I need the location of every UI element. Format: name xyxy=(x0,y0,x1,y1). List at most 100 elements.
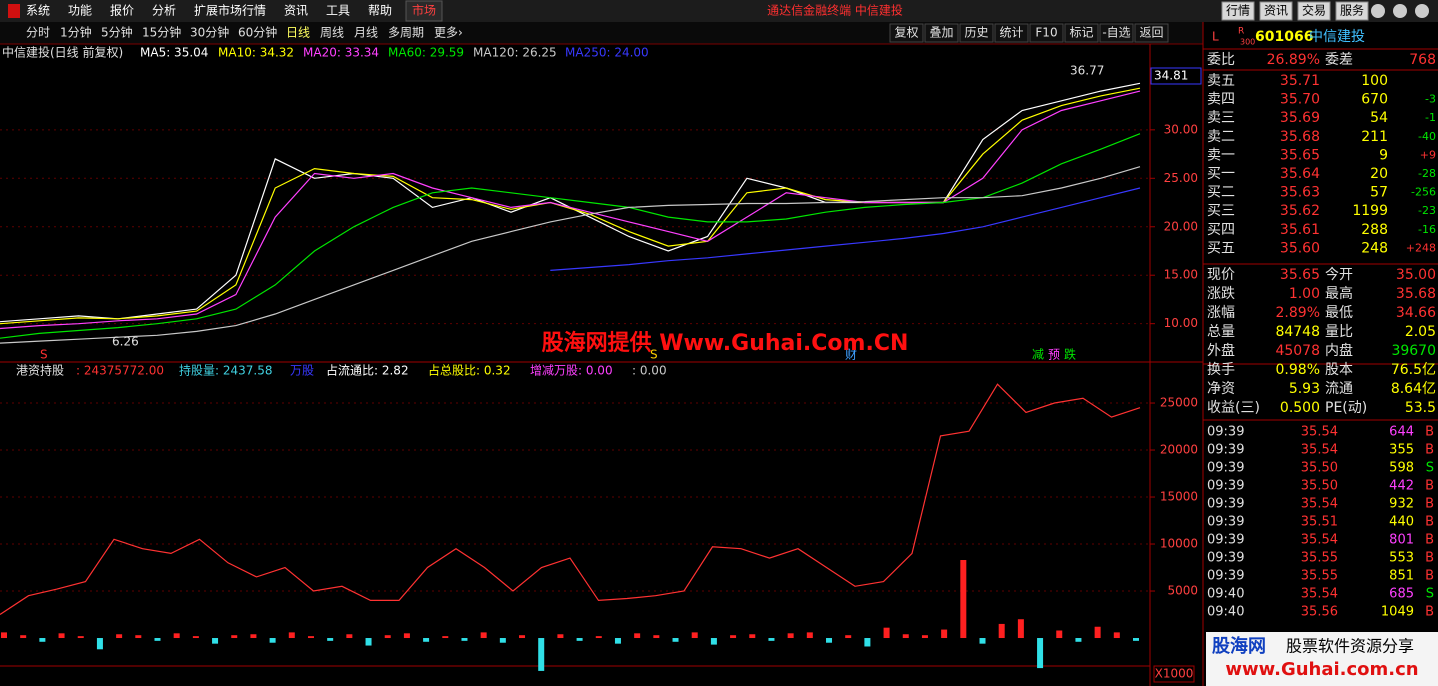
trade-time: 09:39 xyxy=(1207,425,1244,440)
minimize[interactable] xyxy=(1371,4,1385,18)
board-flag: R xyxy=(1238,27,1244,37)
trade-time: 09:39 xyxy=(1207,533,1244,548)
change-bar xyxy=(346,634,353,639)
tool-button[interactable]: 历史 xyxy=(964,26,988,40)
menu-bar xyxy=(0,0,1438,22)
change-bar xyxy=(998,623,1005,639)
close[interactable] xyxy=(1415,4,1429,18)
change-bar xyxy=(845,635,852,639)
stat-value: 35.68 xyxy=(1396,286,1436,302)
period-tab[interactable]: 多周期 xyxy=(388,26,424,40)
trade-volume: 442 xyxy=(1389,479,1414,494)
tool-button-box[interactable] xyxy=(1134,23,1169,43)
stat-label: 量比 xyxy=(1325,324,1353,340)
menu-item[interactable]: 功能 xyxy=(68,4,92,18)
stat-label: 股本 xyxy=(1325,362,1353,378)
tool-button-box[interactable] xyxy=(959,23,994,43)
top-button[interactable]: 行情 xyxy=(1226,4,1250,18)
top-button[interactable]: 服务 xyxy=(1340,3,1364,18)
period-tab[interactable]: 1分钟 xyxy=(60,25,92,40)
trade-price: 35.54 xyxy=(1301,443,1338,458)
period-tab[interactable]: 分时 xyxy=(26,26,50,40)
change-bar xyxy=(1056,630,1063,639)
tool-button-box[interactable] xyxy=(924,23,959,43)
change-bar xyxy=(212,638,219,644)
menu-item[interactable]: 工具 xyxy=(326,4,350,18)
stat-value: 1.00 xyxy=(1289,286,1320,302)
tool-button[interactable]: 叠加 xyxy=(929,26,953,40)
top-button-box[interactable] xyxy=(1297,1,1331,21)
change-bar xyxy=(691,632,698,639)
trade-side: S xyxy=(1426,587,1434,602)
trade-volume: 598 xyxy=(1389,461,1414,476)
tool-button-box[interactable] xyxy=(889,23,924,43)
menu-item[interactable]: 系统 xyxy=(26,4,50,18)
top-button[interactable]: 交易 xyxy=(1302,3,1326,18)
top-button-box[interactable] xyxy=(1221,1,1255,21)
stock-code: 601066 xyxy=(1255,29,1313,45)
period-tab[interactable]: 周线 xyxy=(320,26,344,40)
maximize[interactable] xyxy=(1393,4,1407,18)
menu-item[interactable]: 资讯 xyxy=(284,4,308,18)
trade-volume: 932 xyxy=(1389,497,1414,512)
tool-button[interactable]: 统计 xyxy=(999,26,1023,40)
stat-label: 现价 xyxy=(1207,267,1235,283)
stat-value: 84748 xyxy=(1275,324,1320,340)
book-volume: 288 xyxy=(1361,222,1388,238)
tool-button[interactable]: 返回 xyxy=(1139,26,1163,40)
tool-button[interactable]: 复权 xyxy=(894,26,918,40)
tool-button-box[interactable] xyxy=(1099,23,1134,43)
menu-item[interactable]: 帮助 xyxy=(368,4,392,18)
book-label: 买五 xyxy=(1207,240,1235,256)
book-price: 35.68 xyxy=(1280,129,1320,145)
tool-button-box[interactable] xyxy=(994,23,1029,43)
panel-header-item: 增减万股: 0.00 xyxy=(530,364,613,378)
period-tab[interactable]: 5分钟 xyxy=(101,25,133,40)
change-bar xyxy=(614,638,621,644)
change-bar xyxy=(1017,619,1024,639)
tool-button-box[interactable] xyxy=(1064,23,1099,43)
top-button-box[interactable] xyxy=(1259,1,1293,21)
period-tab[interactable]: 日线 xyxy=(286,26,310,40)
period-tab[interactable]: 更多› xyxy=(434,26,463,40)
stat-value: 53.5 xyxy=(1405,400,1436,416)
period-tab[interactable]: 60分钟 xyxy=(238,25,277,40)
menu-item[interactable]: 报价 xyxy=(110,3,134,18)
tool-button[interactable]: F10 xyxy=(1035,26,1057,40)
y-tick-label: 15000 xyxy=(1160,490,1198,504)
period-tab[interactable]: 30分钟 xyxy=(190,25,229,40)
tool-button[interactable]: -自选 xyxy=(1102,26,1130,40)
book-change: +248 xyxy=(1406,241,1436,254)
change-bar xyxy=(231,635,238,639)
change-bar xyxy=(1,632,7,639)
change-bar xyxy=(1075,638,1082,642)
trade-time: 09:39 xyxy=(1207,551,1244,566)
event-mark: 减 xyxy=(1032,348,1044,362)
period-tab[interactable]: 月线 xyxy=(354,26,378,40)
top-button[interactable]: 资讯 xyxy=(1264,4,1288,18)
stat-value: 35.65 xyxy=(1280,267,1320,283)
change-bar xyxy=(787,633,794,639)
window-controls xyxy=(1371,4,1429,18)
tool-button-box[interactable] xyxy=(1029,23,1064,43)
change-bar xyxy=(499,638,506,643)
market-tab[interactable]: 市场 xyxy=(412,3,436,18)
menu-item[interactable]: 分析 xyxy=(152,4,176,18)
book-price: 35.69 xyxy=(1280,110,1320,126)
menu-item[interactable]: 扩展市场行情 xyxy=(194,3,266,18)
top-button-box[interactable] xyxy=(1335,1,1369,21)
diff-value: 768 xyxy=(1409,52,1436,68)
corner-watermark-box xyxy=(1206,632,1438,686)
tool-button[interactable]: 标记 xyxy=(1069,26,1093,40)
change-bar xyxy=(941,629,948,639)
book-volume: 248 xyxy=(1361,240,1388,256)
period-tab[interactable]: 15分钟 xyxy=(142,25,181,40)
change-bar xyxy=(1113,632,1120,639)
book-volume: 100 xyxy=(1361,73,1388,89)
change-bar xyxy=(39,638,46,642)
change-bar xyxy=(288,632,295,639)
trade-side: B xyxy=(1425,605,1434,620)
change-bar xyxy=(519,635,526,639)
legend-entry: MA10: 34.32 xyxy=(218,46,294,60)
